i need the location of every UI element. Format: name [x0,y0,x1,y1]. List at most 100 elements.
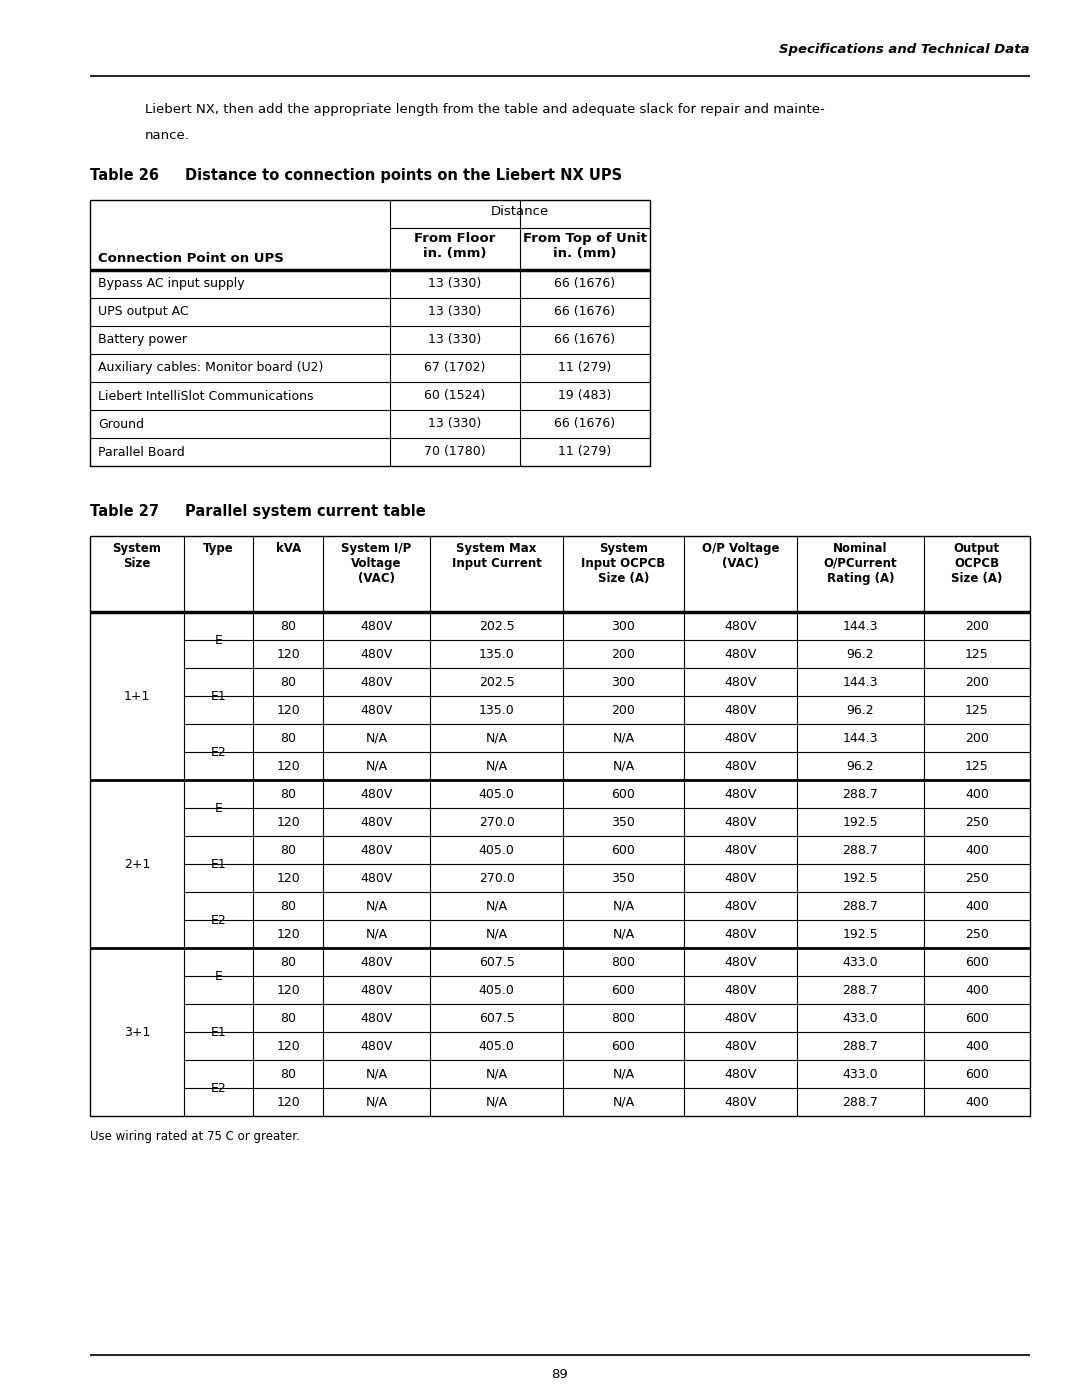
Text: 60 (1524): 60 (1524) [424,390,486,402]
Text: 120: 120 [276,983,300,996]
Text: Table 27: Table 27 [90,504,159,520]
Text: Parallel Board: Parallel Board [98,446,185,458]
Text: 125: 125 [966,760,989,773]
Text: Distance to connection points on the Liebert NX UPS: Distance to connection points on the Lie… [185,168,622,183]
Text: 135.0: 135.0 [478,704,514,717]
Text: 89: 89 [552,1368,568,1382]
Text: 480V: 480V [725,732,756,745]
Text: 480V: 480V [361,788,393,800]
Text: 70 (1780): 70 (1780) [424,446,486,458]
Text: 480V: 480V [725,816,756,828]
Text: 480V: 480V [361,872,393,884]
Text: 250: 250 [964,872,989,884]
Bar [90,200,650,467]
Text: 480V: 480V [725,788,756,800]
Text: N/A: N/A [612,732,634,745]
Text: 200: 200 [611,647,635,661]
Text: 66 (1676): 66 (1676) [554,306,616,319]
Text: 405.0: 405.0 [478,1039,514,1052]
Text: N/A: N/A [365,1095,388,1108]
Text: 11 (279): 11 (279) [558,446,611,458]
Text: 200: 200 [964,732,989,745]
Bar [90,536,1030,1116]
Text: N/A: N/A [486,760,508,773]
Text: 250: 250 [964,928,989,940]
Text: 96.2: 96.2 [847,647,874,661]
Text: 288.7: 288.7 [842,900,878,912]
Text: E1: E1 [211,858,227,870]
Text: System
Input OCPCB
Size (A): System Input OCPCB Size (A) [581,542,665,585]
Text: 80: 80 [280,844,296,856]
Text: 120: 120 [276,1095,300,1108]
Text: 80: 80 [280,788,296,800]
Text: Use wiring rated at 75 C or greater.: Use wiring rated at 75 C or greater. [90,1130,300,1143]
Text: System Max
Input Current: System Max Input Current [451,542,541,570]
Text: E1: E1 [211,690,227,703]
Text: 600: 600 [964,1067,989,1080]
Text: 480V: 480V [361,704,393,717]
Text: Liebert IntelliSlot Communications: Liebert IntelliSlot Communications [98,390,313,402]
Text: 800: 800 [611,1011,635,1024]
Text: E: E [215,633,222,647]
Text: 600: 600 [611,788,635,800]
Text: 66 (1676): 66 (1676) [554,334,616,346]
Text: 600: 600 [964,1011,989,1024]
Text: 400: 400 [964,1095,989,1108]
Text: 600: 600 [611,983,635,996]
Text: 270.0: 270.0 [478,816,514,828]
Text: 200: 200 [611,704,635,717]
Text: 480V: 480V [361,1039,393,1052]
Text: 480V: 480V [725,1067,756,1080]
Text: 288.7: 288.7 [842,844,878,856]
Text: 433.0: 433.0 [842,1067,878,1080]
Text: N/A: N/A [365,760,388,773]
Text: 80: 80 [280,1011,296,1024]
Text: 480V: 480V [361,619,393,633]
Text: 192.5: 192.5 [842,928,878,940]
Text: 480V: 480V [725,676,756,689]
Text: 480V: 480V [725,647,756,661]
Text: 13 (330): 13 (330) [429,278,482,291]
Text: Parallel system current table: Parallel system current table [185,504,426,520]
Text: UPS output AC: UPS output AC [98,306,189,319]
Text: N/A: N/A [365,1067,388,1080]
Text: 480V: 480V [361,647,393,661]
Text: 300: 300 [611,676,635,689]
Text: 144.3: 144.3 [842,676,878,689]
Text: N/A: N/A [612,928,634,940]
Text: 288.7: 288.7 [842,788,878,800]
Text: Nominal
O/PCurrent
Rating (A): Nominal O/PCurrent Rating (A) [824,542,897,585]
Text: 480V: 480V [725,704,756,717]
Text: Output
OCPCB
Size (A): Output OCPCB Size (A) [951,542,1002,585]
Text: N/A: N/A [486,928,508,940]
Text: 433.0: 433.0 [842,956,878,968]
Text: 600: 600 [964,956,989,968]
Text: From Floor
in. (mm): From Floor in. (mm) [415,232,496,260]
Text: 13 (330): 13 (330) [429,418,482,430]
Text: 120: 120 [276,760,300,773]
Text: 400: 400 [964,788,989,800]
Text: 120: 120 [276,816,300,828]
Text: 480V: 480V [725,872,756,884]
Text: 192.5: 192.5 [842,872,878,884]
Text: 480V: 480V [725,1039,756,1052]
Text: E1: E1 [211,1025,227,1038]
Text: 200: 200 [964,676,989,689]
Text: 80: 80 [280,676,296,689]
Text: Table 26: Table 26 [90,168,159,183]
Text: Auxiliary cables: Monitor board (U2): Auxiliary cables: Monitor board (U2) [98,362,323,374]
Text: 400: 400 [964,1039,989,1052]
Text: Distance: Distance [491,205,549,218]
Text: 480V: 480V [725,619,756,633]
Text: N/A: N/A [612,900,634,912]
Text: 19 (483): 19 (483) [558,390,611,402]
Text: N/A: N/A [612,1095,634,1108]
Text: 13 (330): 13 (330) [429,306,482,319]
Text: 800: 800 [611,956,635,968]
Text: 405.0: 405.0 [478,983,514,996]
Text: System I/P
Voltage
(VAC): System I/P Voltage (VAC) [341,542,411,585]
Text: 13 (330): 13 (330) [429,334,482,346]
Text: 66 (1676): 66 (1676) [554,278,616,291]
Text: 144.3: 144.3 [842,732,878,745]
Text: 480V: 480V [725,1095,756,1108]
